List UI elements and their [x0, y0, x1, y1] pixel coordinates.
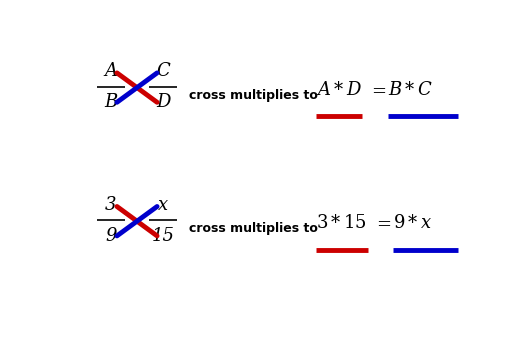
Text: 15: 15: [152, 227, 175, 245]
Text: $=$: $=$: [373, 214, 392, 232]
Text: 3: 3: [105, 196, 117, 214]
Text: A: A: [105, 62, 118, 81]
Text: $B * C$: $B * C$: [388, 81, 433, 99]
Text: $=$: $=$: [368, 81, 386, 99]
Text: $3 * 15$: $3 * 15$: [315, 214, 366, 232]
Text: x: x: [158, 196, 168, 214]
Text: 9: 9: [105, 227, 117, 245]
Text: $A * D$: $A * D$: [315, 81, 362, 99]
Text: C: C: [156, 62, 170, 81]
Text: D: D: [156, 93, 170, 111]
Text: $9 * x$: $9 * x$: [393, 214, 433, 232]
Text: cross multiplies to: cross multiplies to: [189, 222, 318, 235]
Text: B: B: [104, 93, 118, 111]
Text: cross multiplies to: cross multiplies to: [189, 88, 318, 102]
